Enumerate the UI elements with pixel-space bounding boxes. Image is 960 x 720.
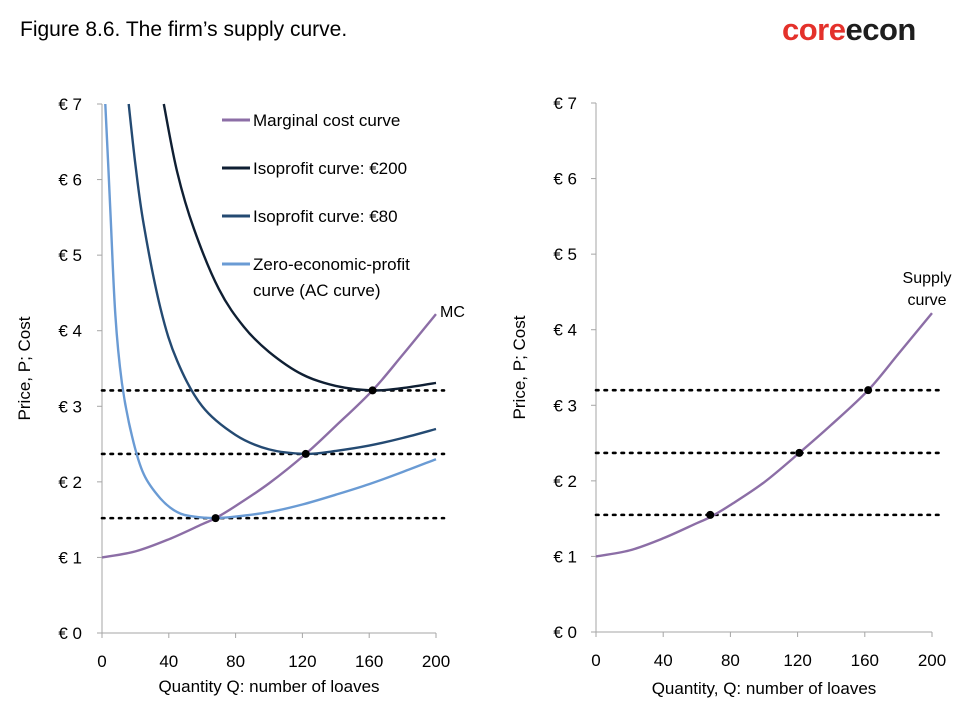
y-axis-label: Price, P; Cost [510,315,529,419]
y-tick-label: € 2 [553,472,577,491]
equilibrium-point [706,510,715,519]
y-tick-label: € 4 [58,322,82,341]
x-tick-label: 40 [159,652,178,671]
x-tick-label: 200 [918,651,946,670]
curve-mc [595,312,933,558]
y-axis-label: Price, P; Cost [15,316,34,420]
y-tick-label: € 1 [58,548,82,567]
x-tick-label: 120 [288,652,316,671]
x-tick-label: 200 [422,652,450,671]
y-tick-label: € 2 [58,473,82,492]
x-axis-label: Quantity, Q: number of loaves [652,679,877,698]
x-tick-label: 80 [226,652,245,671]
y-tick-label: € 1 [553,547,577,566]
equilibrium-point [211,514,220,523]
y-tick-label: € 3 [553,396,577,415]
chart-legend: Marginal cost curve Isoprofit curve: €200… [222,111,410,300]
x-tick-label: 0 [97,652,106,671]
curve-ac [104,103,437,520]
x-tick-label: 160 [355,652,383,671]
x-tick-label: 0 [591,651,600,670]
chart-panel-1: € 0 € 1 € 2 € 3 € 4 € 5 € 6 € 7 0 40 80 120 160 200 Qu… [15,95,465,696]
x-axis-label: Quantity Q: number of loaves [158,677,379,696]
equilibrium-point [368,386,377,395]
y-tick-label: € 4 [553,321,577,340]
x-tick-label: 80 [721,651,740,670]
y-tick-label: € 7 [553,94,577,113]
x-tick-label: 120 [783,651,811,670]
y-tick-label: € 6 [58,171,82,190]
legend-label-iso80: Isoprofit curve: €80 [253,207,398,226]
curve-iso200 [162,103,437,392]
x-tick-label: 40 [654,651,673,670]
chart-panel-2: € 0 € 1 € 2 € 3 € 4 € 5 € 6 € 7 0 40 80 120 160 200 Qu… [510,94,951,698]
equilibrium-point [795,448,804,457]
curve-label-mc: MC [440,304,465,321]
curve-iso80 [127,103,437,456]
y-tick-label: € 0 [58,624,82,643]
legend-label-ac: curve (AC curve) [253,281,381,300]
coreecon-logo: coreecon [782,12,916,47]
curve-label-mc-line: curve [907,292,946,309]
legend-label-iso200: Isoprofit curve: €200 [253,159,407,178]
figure-title: Figure 8.6. The firm’s supply curve. [20,18,348,41]
equilibrium-point [301,449,310,458]
y-tick-label: € 6 [553,170,577,189]
legend-label-ac: Zero-economic-profit [253,255,410,274]
y-tick-label: € 5 [58,246,82,265]
y-tick-label: € 3 [58,397,82,416]
legend-label-mc: Marginal cost curve [253,111,400,130]
y-tick-label: € 0 [553,623,577,642]
y-tick-label: € 7 [58,95,82,114]
x-tick-label: 160 [851,651,879,670]
y-tick-label: € 5 [553,245,577,264]
equilibrium-point [864,386,873,395]
curve-label-mc-line: Supply [903,270,952,287]
